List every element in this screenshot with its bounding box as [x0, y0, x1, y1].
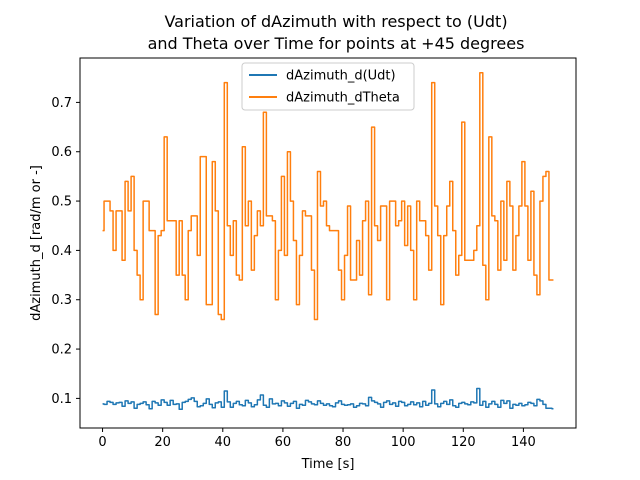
x-tick-label: 140 — [511, 435, 536, 450]
x-tick-label: 100 — [391, 435, 416, 450]
chart-title-line-1: Variation of dAzimuth with respect to (U… — [164, 12, 507, 31]
x-axis: 0 20 40 60 80 100 120 140 — [98, 428, 536, 450]
x-tick-label: 20 — [154, 435, 171, 450]
x-axis-label: Time [s] — [301, 457, 355, 472]
chart-title-line-2: and Theta over Time for points at +45 de… — [148, 34, 525, 53]
series-line-theta — [102, 72, 554, 321]
legend-label-theta: dAzimuth_dTheta — [286, 91, 400, 106]
legend-label-udt: dAzimuth_d(Udt) — [286, 69, 396, 84]
series-line-udt — [102, 387, 554, 410]
y-axis: 0.1 0.2 0.3 0.4 0.5 0.6 0.7 — [51, 96, 80, 407]
y-tick-label: 0.6 — [51, 145, 72, 160]
legend: dAzimuth_d(Udt) dAzimuth_dTheta — [241, 62, 415, 111]
y-tick-label: 0.5 — [51, 195, 72, 210]
y-axis-label: dAzimuth_d [rad/m or -] — [29, 165, 44, 321]
y-tick-label: 0.2 — [51, 343, 72, 358]
series-layer — [102, 72, 554, 410]
x-tick-label: 80 — [335, 435, 352, 450]
y-tick-label: 0.7 — [51, 96, 72, 111]
plot-area — [79, 57, 577, 429]
legend-box — [241, 62, 415, 111]
x-tick-label: 0 — [98, 435, 106, 450]
y-tick-label: 0.4 — [51, 244, 72, 259]
x-tick-label: 120 — [451, 435, 476, 450]
plot-frame — [79, 57, 577, 429]
y-tick-label: 0.3 — [51, 293, 72, 308]
y-tick-label: 0.1 — [51, 392, 72, 407]
x-tick-label: 60 — [275, 435, 292, 450]
x-tick-label: 40 — [215, 435, 232, 450]
